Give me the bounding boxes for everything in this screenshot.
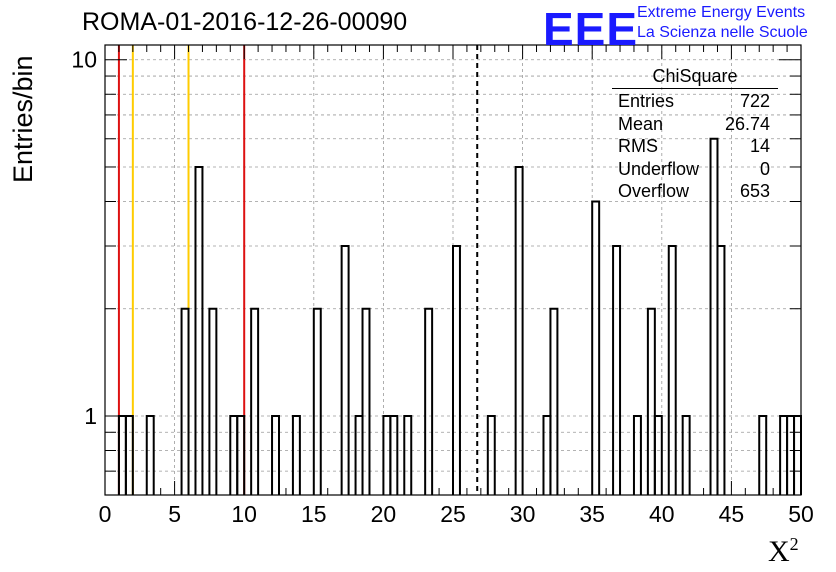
x-tick-label: 45 bbox=[719, 501, 745, 527]
stats-value: 722 bbox=[739, 91, 770, 111]
histogram-bin bbox=[194, 165, 204, 495]
stats-row-rms: RMS 14 bbox=[612, 136, 778, 159]
histogram-bin bbox=[403, 414, 413, 495]
histogram-bin bbox=[354, 414, 364, 495]
histogram-bin bbox=[612, 245, 622, 495]
y-tick-label: 10 bbox=[71, 47, 97, 73]
histogram-bin bbox=[786, 414, 796, 495]
histogram-bin bbox=[514, 165, 524, 495]
stats-row-mean: Mean 26.74 bbox=[612, 114, 778, 137]
histogram-bars bbox=[117, 137, 802, 495]
histogram-bin bbox=[667, 245, 677, 495]
stats-box: ChiSquare Entries 722 Mean 26.74 RMS 14 … bbox=[612, 66, 778, 204]
logo-line-2: La Scienza nelle Scuole bbox=[637, 24, 808, 41]
histogram-bin bbox=[591, 200, 601, 495]
stats-row-entries: Entries 722 bbox=[612, 91, 778, 114]
x-tick-label: 30 bbox=[510, 501, 536, 527]
histogram-bin bbox=[229, 414, 239, 495]
stats-label: Mean bbox=[618, 113, 664, 134]
histogram-bin bbox=[632, 414, 642, 495]
histogram-bin bbox=[361, 307, 371, 495]
stats-value: 26.74 bbox=[724, 113, 770, 134]
histogram-bin bbox=[236, 414, 246, 495]
histogram-bin bbox=[542, 414, 552, 495]
tick-labels: 0 5 10 15 20 25 30 35 40 45 50 1 10 bbox=[71, 47, 813, 527]
eee-logo: EEE bbox=[543, 3, 639, 55]
stats-value: 14 bbox=[749, 136, 770, 156]
histogram-bin bbox=[250, 307, 260, 495]
y-tick-label: 1 bbox=[84, 403, 97, 429]
histogram-bin bbox=[271, 414, 280, 495]
histogram-bin bbox=[452, 245, 461, 495]
logo-line-1: Extreme Energy Events bbox=[637, 4, 806, 21]
x-tick-label: 35 bbox=[579, 501, 605, 527]
stats-label: RMS bbox=[618, 136, 658, 156]
histogram-bin bbox=[312, 307, 322, 495]
histogram-bin bbox=[340, 245, 350, 495]
reference-lines bbox=[117, 45, 479, 495]
x-tick-label: 20 bbox=[371, 501, 397, 527]
histogram-bin bbox=[124, 414, 134, 495]
stats-row-overflow: Overflow 653 bbox=[612, 181, 778, 204]
x-axis-label: X2 bbox=[768, 534, 799, 568]
stats-value: 0 bbox=[759, 158, 770, 179]
x-tick-label: 50 bbox=[788, 501, 814, 527]
histogram-bin bbox=[779, 414, 789, 495]
histogram-bin bbox=[145, 414, 155, 495]
chart-title: ROMA-01-2016-12-26-00090 bbox=[82, 8, 408, 36]
histogram-bin bbox=[291, 414, 301, 495]
histogram-bin bbox=[382, 414, 392, 495]
stats-value: 653 bbox=[739, 181, 770, 201]
histogram-bin bbox=[424, 307, 434, 495]
histogram-bin bbox=[716, 245, 726, 495]
histogram-bin bbox=[646, 307, 656, 495]
histogram-bin bbox=[549, 307, 559, 495]
x-tick-label: 0 bbox=[99, 501, 112, 527]
histogram-bin bbox=[653, 414, 663, 495]
x-tick-label: 25 bbox=[440, 501, 466, 527]
histogram-bin bbox=[486, 414, 496, 495]
histogram-bin bbox=[758, 414, 768, 495]
stats-title: ChiSquare bbox=[612, 66, 778, 89]
histogram-bin bbox=[180, 307, 190, 495]
axes bbox=[104, 44, 802, 496]
histogram-bin bbox=[117, 414, 127, 495]
stats-label: Underflow bbox=[618, 158, 700, 179]
x-tick-label: 10 bbox=[231, 501, 257, 527]
stats-label: Overflow bbox=[618, 181, 690, 201]
histogram-bin bbox=[681, 414, 691, 495]
histogram-bin bbox=[793, 414, 802, 495]
stats-label: Entries bbox=[618, 91, 675, 111]
x-tick-label: 5 bbox=[168, 501, 181, 527]
x-tick-label: 15 bbox=[301, 501, 327, 527]
stats-row-underflow: Underflow 0 bbox=[612, 159, 778, 182]
x-tick-label: 40 bbox=[649, 501, 675, 527]
histogram-bin bbox=[208, 307, 218, 495]
y-axis-label: Entries/bin bbox=[8, 55, 38, 183]
histogram-bin bbox=[389, 414, 399, 495]
